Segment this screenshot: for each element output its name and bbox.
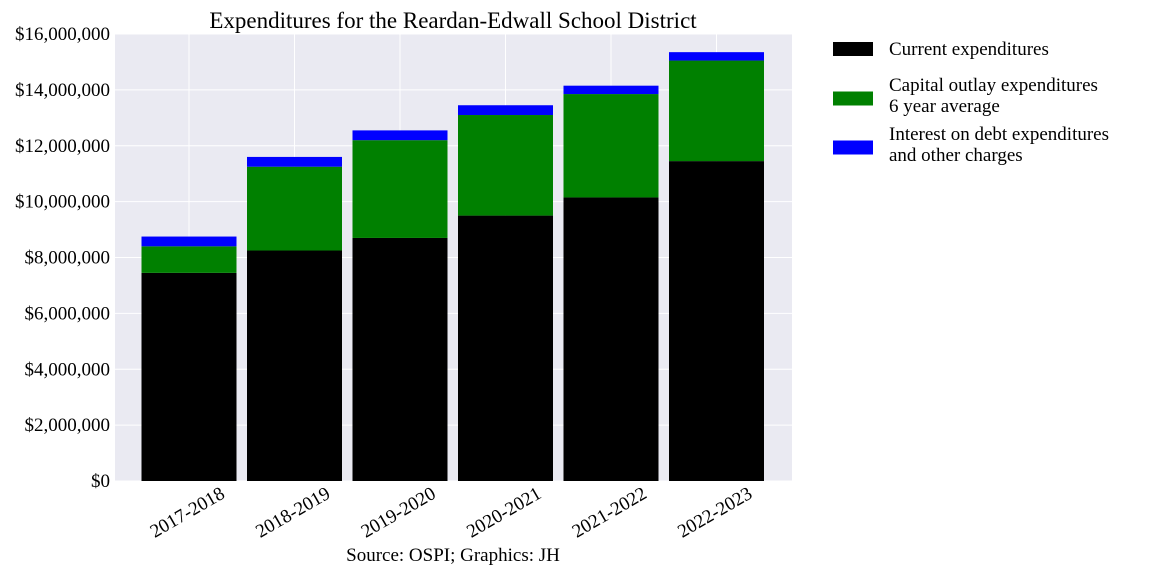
bar-segment-series-3-2019-2020 <box>352 130 448 141</box>
y-tick-label: $12,000,000 <box>15 136 110 157</box>
y-tick-label: $16,000,000 <box>15 24 110 45</box>
y-tick-label: $8,000,000 <box>25 248 111 269</box>
bar-segment-series-1-2017-2018 <box>141 272 237 481</box>
legend-label: Current expenditures <box>889 39 1049 60</box>
bar-segment-series-1-2022-2023 <box>669 161 764 481</box>
y-tick-label: $14,000,000 <box>15 80 110 101</box>
bar-segment-series-2-2020-2021 <box>458 115 553 216</box>
bar-segment-series-1-2020-2021 <box>458 215 553 481</box>
y-tick-label: $4,000,000 <box>25 359 111 380</box>
y-tick-label: $0 <box>91 471 110 492</box>
x-tick-label: 2020-2021 <box>463 483 545 542</box>
bar-segment-series-1-2019-2020 <box>352 237 448 481</box>
y-axis-tick-labels: $0 $2,000,000 $4,000,000 $6,000,000 $8,000,0… <box>15 24 110 492</box>
y-tick-label: $6,000,000 <box>25 303 111 324</box>
legend: Current expenditures Capital outlay expen… <box>833 39 1109 166</box>
bar-segment-series-2-2021-2022 <box>563 94 659 198</box>
legend-swatch <box>833 140 873 155</box>
x-axis-label: Source: OSPI; Graphics: JH <box>346 545 560 566</box>
legend-label: Capital outlay expenditures 6 year averag… <box>889 75 1098 117</box>
bar-segment-series-2-2019-2020 <box>352 140 448 238</box>
bar-segment-series-3-2017-2018 <box>141 236 237 247</box>
x-tick-label: 2022-2023 <box>674 483 756 542</box>
x-tick-label: 2017-2018 <box>147 483 229 542</box>
x-tick-label: 2021-2022 <box>569 483 651 542</box>
bar-segment-series-3-2021-2022 <box>563 85 659 95</box>
x-tick-label: 2019-2020 <box>358 483 440 542</box>
bar-stacks <box>141 52 764 481</box>
legend-swatch <box>833 91 873 106</box>
bar-segment-series-1-2018-2019 <box>247 250 342 481</box>
legend-swatch <box>833 42 873 56</box>
y-tick-label: $2,000,000 <box>25 415 111 436</box>
bar-segment-series-3-2020-2021 <box>458 105 553 116</box>
y-tick-label: $10,000,000 <box>15 192 110 213</box>
bar-segment-series-1-2021-2022 <box>563 197 659 481</box>
chart-title: Expenditures for the Reardan-Edwall Scho… <box>209 8 697 33</box>
bar-segment-series-2-2018-2019 <box>247 166 342 251</box>
bar-segment-series-2-2022-2023 <box>669 60 764 162</box>
bar-segment-series-3-2022-2023 <box>669 52 764 61</box>
x-tick-label: 2018-2019 <box>252 483 334 542</box>
bar-segment-series-2-2017-2018 <box>141 246 237 273</box>
legend-label: Interest on debt expenditures and other c… <box>889 124 1109 166</box>
x-axis-tick-labels: 2017-2018 2018-2019 2019-2020 2020-2021 2021… <box>147 483 756 542</box>
bar-segment-series-3-2018-2019 <box>247 156 342 167</box>
